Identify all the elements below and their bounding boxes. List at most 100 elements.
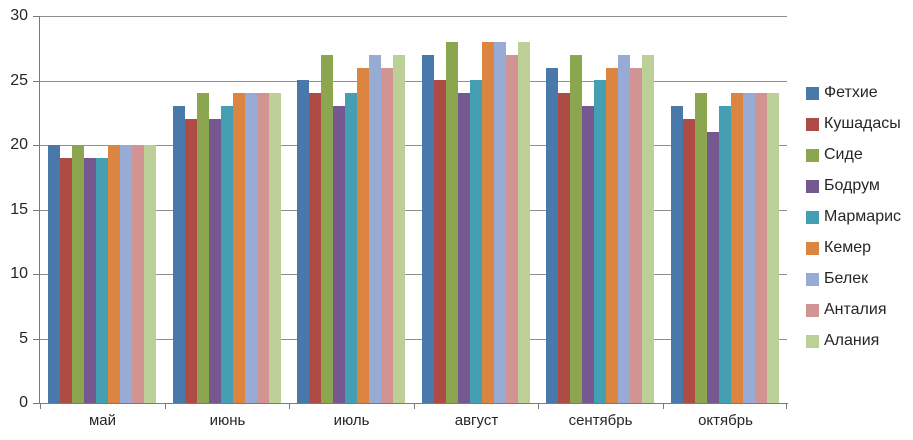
- bar-Кемер-август[interactable]: [482, 42, 494, 403]
- gridline-20: [40, 145, 787, 146]
- legend-item-Бодрум[interactable]: Бодрум: [806, 177, 901, 195]
- bar-Анталия-сентябрь[interactable]: [630, 68, 642, 403]
- bar-Фетхие-октябрь[interactable]: [671, 106, 683, 403]
- bar-Белек-июль[interactable]: [369, 55, 381, 403]
- legend-swatch-icon: [806, 334, 819, 348]
- bar-Алания-август[interactable]: [518, 42, 530, 403]
- legend-swatch-icon: [806, 210, 819, 224]
- bar-Фетхие-май[interactable]: [48, 145, 60, 403]
- x-tick-4: [538, 403, 539, 409]
- bar-Фетхие-сентябрь[interactable]: [546, 68, 558, 403]
- legend-swatch-icon: [806, 272, 819, 286]
- bar-Бодрум-август[interactable]: [458, 93, 470, 403]
- y-tick-20: [33, 145, 39, 146]
- bar-Белек-октябрь[interactable]: [743, 93, 755, 403]
- legend-label: Белек: [824, 270, 869, 287]
- legend-item-Сиде[interactable]: Сиде: [806, 146, 901, 164]
- legend-item-Анталия[interactable]: Анталия: [806, 301, 901, 319]
- bar-Сиде-август[interactable]: [446, 42, 458, 403]
- bar-Кушадасы-август[interactable]: [434, 80, 446, 403]
- bar-Белек-июнь[interactable]: [245, 93, 257, 403]
- bar-Сиде-май[interactable]: [72, 145, 84, 403]
- x-tick-5: [663, 403, 664, 409]
- bar-Анталия-июль[interactable]: [381, 68, 393, 403]
- bar-Сиде-октябрь[interactable]: [695, 93, 707, 403]
- bar-Кемер-май[interactable]: [108, 145, 120, 403]
- legend-swatch-icon: [806, 117, 819, 131]
- legend: Фетхие Кушадасы Сиде Бодрум Мармарис Кемер Бел…: [806, 84, 901, 350]
- bar-Кемер-октябрь[interactable]: [731, 93, 743, 403]
- x-axis-label-июль: июль: [333, 412, 370, 429]
- bar-Анталия-октябрь[interactable]: [755, 93, 767, 403]
- x-axis-label-июнь: июнь: [209, 412, 246, 429]
- bar-Алания-сентябрь[interactable]: [642, 55, 654, 403]
- bar-Анталия-август[interactable]: [506, 55, 518, 403]
- legend-item-Кемер[interactable]: Кемер: [806, 239, 901, 257]
- bar-Белек-май[interactable]: [120, 145, 132, 403]
- x-axis-label-август: август: [454, 412, 499, 429]
- bar-Мармарис-май[interactable]: [96, 158, 108, 403]
- bar-Фетхие-август[interactable]: [422, 55, 434, 403]
- bar-Фетхие-июль[interactable]: [297, 80, 309, 403]
- x-axis-label-октябрь: октябрь: [698, 412, 753, 429]
- bar-Кушадасы-октябрь[interactable]: [683, 119, 695, 403]
- bar-Бодрум-июнь[interactable]: [209, 119, 221, 403]
- x-axis-label-май: май: [88, 412, 117, 429]
- bar-Мармарис-июль[interactable]: [345, 93, 357, 403]
- x-axis-label-сентябрь: сентябрь: [568, 412, 633, 429]
- bar-Мармарис-июнь[interactable]: [221, 106, 233, 403]
- bar-Анталия-июнь[interactable]: [257, 93, 269, 403]
- bar-Белек-сентябрь[interactable]: [618, 55, 630, 403]
- bar-Кушадасы-июль[interactable]: [309, 93, 321, 403]
- legend-item-Белек[interactable]: Белек: [806, 270, 901, 288]
- legend-swatch-icon: [806, 148, 819, 162]
- gridline-15: [40, 210, 787, 211]
- bar-Сиде-сентябрь[interactable]: [570, 55, 582, 403]
- legend-label: Фетхие: [824, 84, 878, 101]
- bar-Кемер-сентябрь[interactable]: [606, 68, 618, 403]
- bar-Кушадасы-май[interactable]: [60, 158, 72, 403]
- legend-item-Кушадасы[interactable]: Кушадасы: [806, 115, 901, 133]
- y-axis-label-5: 5: [19, 330, 28, 347]
- legend-item-Алания[interactable]: Алания: [806, 332, 901, 350]
- bar-Сиде-июнь[interactable]: [197, 93, 209, 403]
- y-axis-label-25: 25: [10, 72, 28, 89]
- y-axis-label-20: 20: [10, 136, 28, 153]
- x-tick-1: [165, 403, 166, 409]
- bar-Бодрум-сентябрь[interactable]: [582, 106, 594, 403]
- y-axis-label-30: 30: [10, 7, 28, 24]
- bar-Кушадасы-сентябрь[interactable]: [558, 93, 570, 403]
- legend-label: Анталия: [824, 301, 887, 318]
- bar-Алания-июль[interactable]: [393, 55, 405, 403]
- bar-Бодрум-май[interactable]: [84, 158, 96, 403]
- gridline-30: [40, 16, 787, 17]
- y-axis-label-15: 15: [10, 201, 28, 218]
- bar-Мармарис-октябрь[interactable]: [719, 106, 731, 403]
- bar-Бодрум-октябрь[interactable]: [707, 132, 719, 403]
- y-tick-0: [33, 403, 39, 404]
- y-axis-label-10: 10: [10, 265, 28, 282]
- bar-Алания-июнь[interactable]: [269, 93, 281, 403]
- bar-Алания-октябрь[interactable]: [767, 93, 779, 403]
- y-tick-30: [33, 16, 39, 17]
- bar-Сиде-июль[interactable]: [321, 55, 333, 403]
- bar-Алания-май[interactable]: [144, 145, 156, 403]
- bar-Кемер-июль[interactable]: [357, 68, 369, 403]
- legend-label: Бодрум: [824, 177, 880, 194]
- legend-label: Кемер: [824, 239, 872, 256]
- y-tick-15: [33, 210, 39, 211]
- legend-swatch-icon: [806, 241, 819, 255]
- bar-Мармарис-сентябрь[interactable]: [594, 80, 606, 403]
- legend-item-Мармарис[interactable]: Мармарис: [806, 208, 901, 226]
- bar-Анталия-май[interactable]: [132, 145, 144, 403]
- bar-Белек-август[interactable]: [494, 42, 506, 403]
- bar-Кемер-июнь[interactable]: [233, 93, 245, 403]
- bar-Фетхие-июнь[interactable]: [173, 106, 185, 403]
- x-tick-2: [289, 403, 290, 409]
- bar-Мармарис-август[interactable]: [470, 80, 482, 403]
- bar-Кушадасы-июнь[interactable]: [185, 119, 197, 403]
- y-tick-5: [33, 339, 39, 340]
- legend-item-Фетхие[interactable]: Фетхие: [806, 84, 901, 102]
- bar-Бодрум-июль[interactable]: [333, 106, 345, 403]
